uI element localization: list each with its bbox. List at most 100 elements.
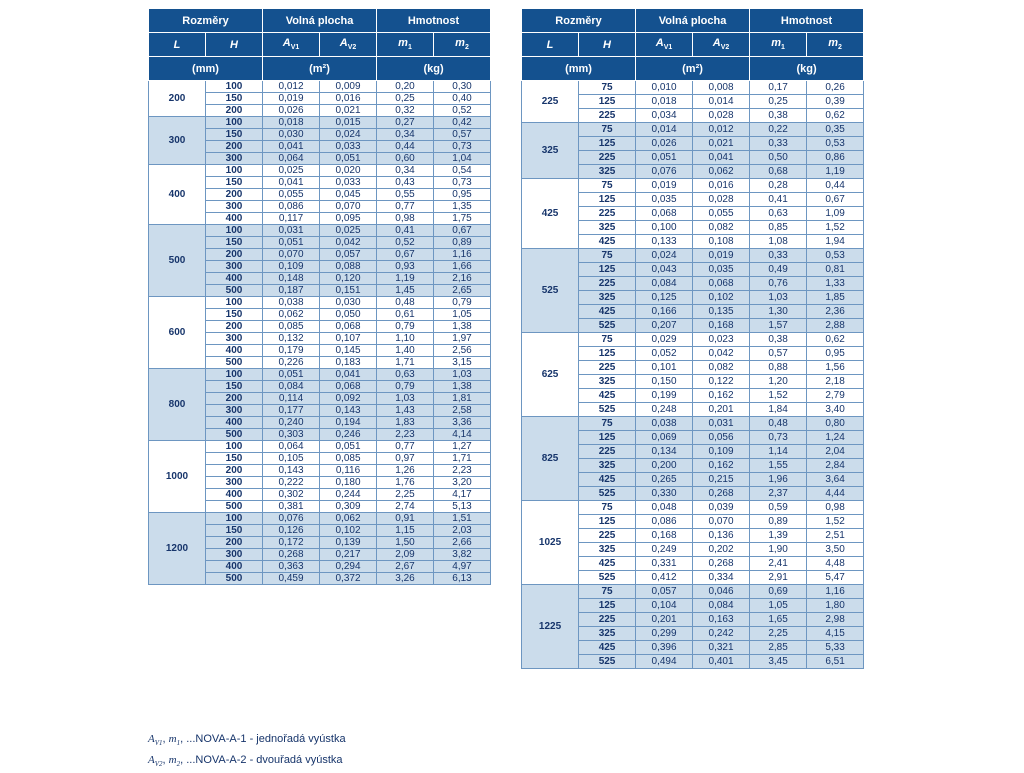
value-av2: 0,031 <box>692 416 751 431</box>
value-av1: 0,018 <box>262 116 320 129</box>
value-av1: 0,150 <box>635 374 694 389</box>
header-col-m1: m1 <box>376 32 435 57</box>
height-cell: 200 <box>205 320 263 333</box>
height-cell: 75 <box>578 584 637 599</box>
value-m2: 1,80 <box>806 598 865 613</box>
value-m1: 0,93 <box>376 260 435 273</box>
value-av2: 0,092 <box>318 392 378 405</box>
height-cell: 325 <box>578 542 637 557</box>
value-av2: 0,068 <box>318 320 378 333</box>
value-av2: 0,215 <box>692 472 751 487</box>
height-cell: 525 <box>578 402 637 417</box>
header-col-l: L <box>148 32 206 57</box>
value-av2: 0,202 <box>692 542 751 557</box>
height-cell: 150 <box>205 236 263 249</box>
value-av1: 0,302 <box>262 488 320 501</box>
value-m1: 0,79 <box>376 320 435 333</box>
value-m1: 0,33 <box>749 248 808 263</box>
value-av2: 0,139 <box>318 536 378 549</box>
value-m2: 3,50 <box>806 542 865 557</box>
header-col-h: H <box>578 32 637 57</box>
height-cell: 75 <box>578 248 637 263</box>
value-av1: 0,014 <box>635 122 694 137</box>
value-av1: 0,179 <box>262 344 320 357</box>
value-m2: 1,38 <box>433 320 492 333</box>
value-m2: 1,38 <box>433 380 492 393</box>
length-cell: 625 <box>521 332 580 417</box>
height-cell: 225 <box>578 206 637 221</box>
height-cell: 100 <box>205 164 263 177</box>
value-av2: 0,102 <box>318 524 378 537</box>
value-av2: 0,084 <box>692 598 751 613</box>
height-cell: 400 <box>205 416 263 429</box>
value-av2: 0,095 <box>318 212 378 225</box>
value-m2: 1,03 <box>433 368 492 381</box>
value-m1: 0,63 <box>749 206 808 221</box>
table-row: 525 0,412 0,334 2,91 5,47 <box>522 570 865 585</box>
table-row: 300 0,177 0,143 1,43 2,58 <box>149 404 492 417</box>
table-row: 500 0,381 0,309 2,74 5,13 <box>149 500 492 513</box>
value-av1: 0,494 <box>635 654 694 669</box>
height-cell: 200 <box>205 464 263 477</box>
value-av1: 0,172 <box>262 536 320 549</box>
table-row: 200 0,070 0,057 0,67 1,16 <box>149 248 492 261</box>
table-row: 800 100 0,051 0,041 0,63 1,03 <box>148 368 492 441</box>
footnotes: AV1, m1, ...NOVA-A-1 - jednořadá vyústka… <box>148 731 346 773</box>
table-row: 425 0,166 0,135 1,30 2,36 <box>522 304 865 319</box>
value-av1: 0,084 <box>262 380 320 393</box>
height-cell: 125 <box>578 192 637 207</box>
value-av1: 0,240 <box>262 416 320 429</box>
unit-kg: (kg) <box>376 56 492 81</box>
value-m1: 1,10 <box>376 332 435 345</box>
header-col-av1: AV1 <box>262 32 320 57</box>
value-m2: 1,24 <box>806 430 865 445</box>
value-av1: 0,051 <box>635 150 694 165</box>
table-row: 150 0,084 0,068 0,79 1,38 <box>149 380 492 393</box>
height-cell: 425 <box>578 640 637 655</box>
value-av1: 0,069 <box>635 430 694 445</box>
value-m2: 4,17 <box>433 488 492 501</box>
value-av2: 0,021 <box>318 104 378 117</box>
table-row: 625 75 0,029 0,023 0,38 0,62 <box>521 332 865 417</box>
height-cell: 200 <box>205 188 263 201</box>
unit-m2: (m²) <box>261 56 378 81</box>
value-m1: 0,73 <box>749 430 808 445</box>
value-av1: 0,177 <box>262 404 320 417</box>
value-av1: 0,117 <box>262 212 320 225</box>
value-av2: 0,268 <box>692 486 751 501</box>
height-cell: 75 <box>578 332 637 347</box>
value-m2: 0,86 <box>806 150 865 165</box>
value-m2: 2,04 <box>806 444 865 459</box>
height-cell: 150 <box>205 524 263 537</box>
value-av1: 0,249 <box>635 542 694 557</box>
value-av1: 0,148 <box>262 272 320 285</box>
height-cell: 400 <box>205 344 263 357</box>
height-cell: 200 <box>205 248 263 261</box>
height-cell: 100 <box>205 512 263 525</box>
height-cell: 150 <box>205 380 263 393</box>
value-m2: 2,84 <box>806 458 865 473</box>
value-av2: 0,028 <box>692 108 751 123</box>
height-cell: 325 <box>578 164 637 179</box>
value-av1: 0,029 <box>635 332 694 347</box>
value-m2: 2,16 <box>433 272 492 285</box>
length-cell: 200 <box>148 80 206 117</box>
value-m2: 0,95 <box>433 188 492 201</box>
value-m1: 0,28 <box>749 178 808 193</box>
value-av2: 0,163 <box>692 612 751 627</box>
value-m1: 2,67 <box>376 560 435 573</box>
value-m1: 0,48 <box>376 296 435 309</box>
value-m2: 2,36 <box>806 304 865 319</box>
value-m1: 0,79 <box>376 380 435 393</box>
height-cell: 300 <box>205 332 263 345</box>
value-m1: 2,41 <box>749 556 808 571</box>
value-av1: 0,055 <box>262 188 320 201</box>
value-m1: 0,25 <box>749 94 808 109</box>
value-av1: 0,459 <box>262 572 320 585</box>
value-m1: 0,98 <box>376 212 435 225</box>
value-m2: 0,62 <box>806 332 865 347</box>
value-av1: 0,100 <box>635 220 694 235</box>
value-av2: 0,143 <box>318 404 378 417</box>
value-m1: 0,61 <box>376 308 435 321</box>
value-av2: 0,020 <box>318 164 378 177</box>
